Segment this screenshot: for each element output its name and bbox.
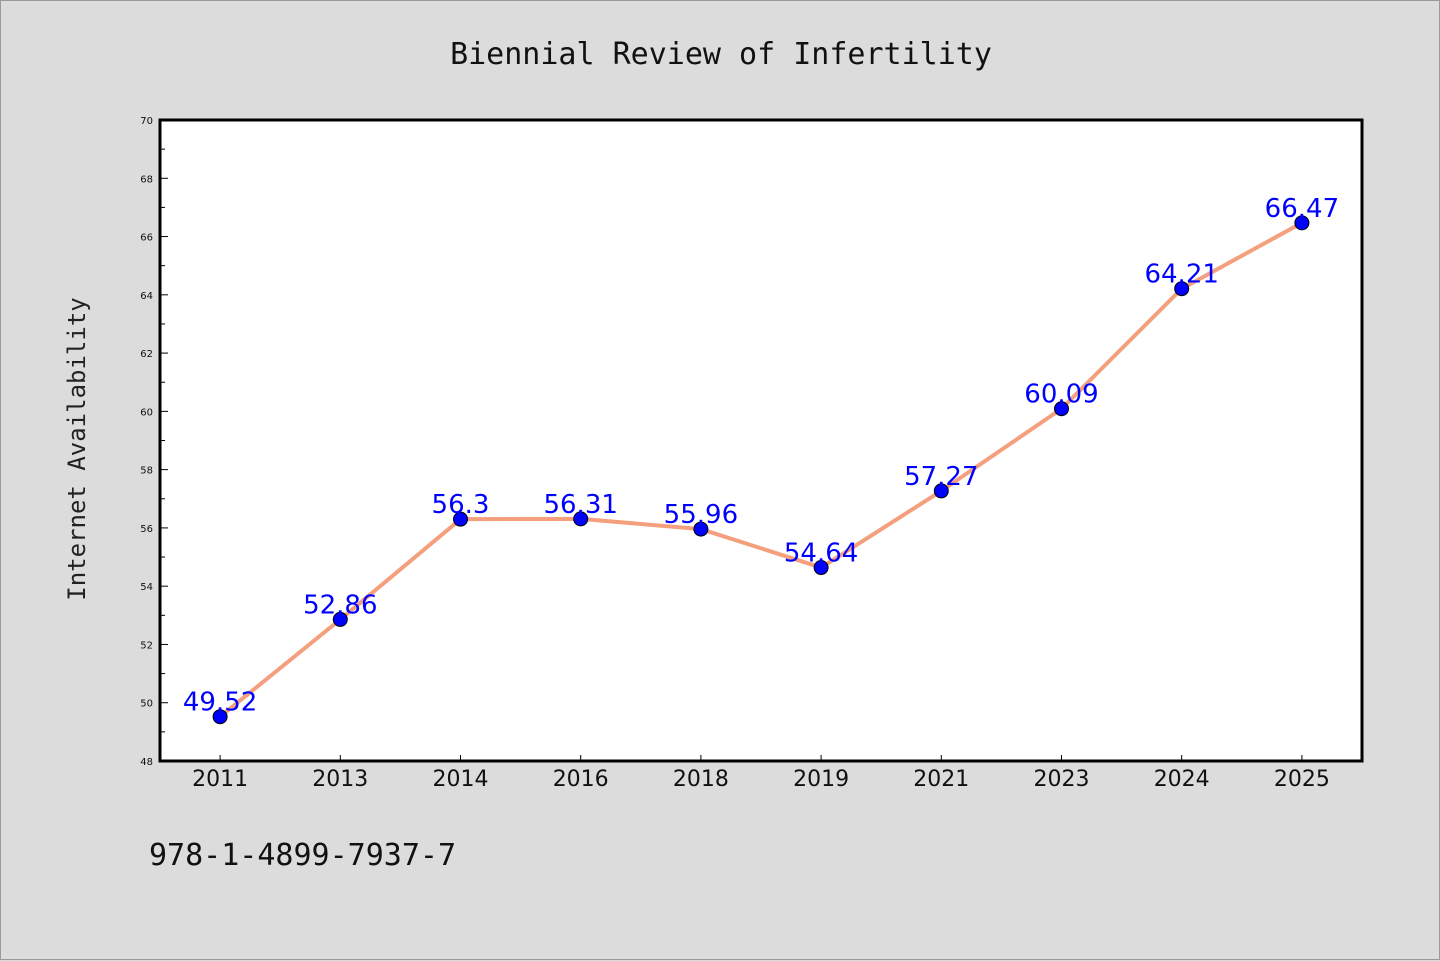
series-line-group [212,215,1310,725]
data-point-marker [693,521,709,537]
y-tick-label: 70 [140,116,153,127]
data-point-marker [332,611,348,627]
y-tick-label: 58 [140,466,153,477]
data-point-marker [212,709,228,725]
x-tick-label: 2016 [553,767,609,792]
y-tick-label: 50 [140,699,153,710]
data-label: 66.47 [1265,194,1339,224]
chart-title: Biennial Review of Infertility [450,37,992,72]
data-point-marker [453,511,468,527]
plot-frame [158,118,1364,763]
data-label: 56.3 [432,490,490,520]
data-label: 49.52 [183,688,257,718]
x-tick-label: 2013 [312,767,368,792]
x-tick-label: 2024 [1154,767,1210,792]
y-tick-label: 66 [140,233,153,244]
y-tick-label: 60 [140,407,153,418]
x-tick-label: 2011 [192,767,248,792]
y-tick-label: 48 [140,757,153,768]
x-tick-label: 2018 [673,767,729,792]
data-label: 57.27 [904,462,978,492]
series-line [218,220,1304,719]
isbn-footer: 978-1-4899-7937-7 [149,838,456,873]
y-tick-label: 56 [140,524,153,535]
y-tick-label: 64 [140,291,153,302]
data-point-marker [813,560,829,576]
data-label: 60.09 [1024,380,1098,410]
data-point-marker [1294,215,1310,231]
data-point-marker [1054,401,1069,417]
y-tick-label: 54 [140,582,153,593]
x-tick-label: 2025 [1274,767,1330,792]
data-label: 54.64 [784,539,858,569]
y-tick-label: 52 [140,640,153,651]
y-axis-label: Internet Availability [63,297,91,600]
x-axis: 2011 2013 2014 2016 2018 2019 2021 2023 2024 2025 [192,755,1330,792]
data-label: 64.21 [1144,260,1218,290]
x-tick-label: 2023 [1034,767,1090,792]
x-tick-label: 2019 [793,767,849,792]
x-tick-label: 2014 [433,767,489,792]
data-label: 52.86 [303,590,377,620]
data-label: 56.31 [543,490,617,520]
data-label: 55.96 [664,500,738,530]
data-point-marker [933,483,949,499]
data-labels-group: 49.52 52.86 56.3 56.31 55.96 54.64 57.27 60.09 6… [183,194,1339,718]
plot-area [160,120,1362,761]
x-tick-label: 2021 [913,767,969,792]
data-point-marker [1174,281,1190,297]
y-axis: 48 50 52 54 56 58 60 62 64 66 68 70 [140,116,168,768]
y-tick-label: 62 [140,349,153,360]
y-tick-label: 68 [140,174,153,185]
data-point-marker [573,511,589,527]
